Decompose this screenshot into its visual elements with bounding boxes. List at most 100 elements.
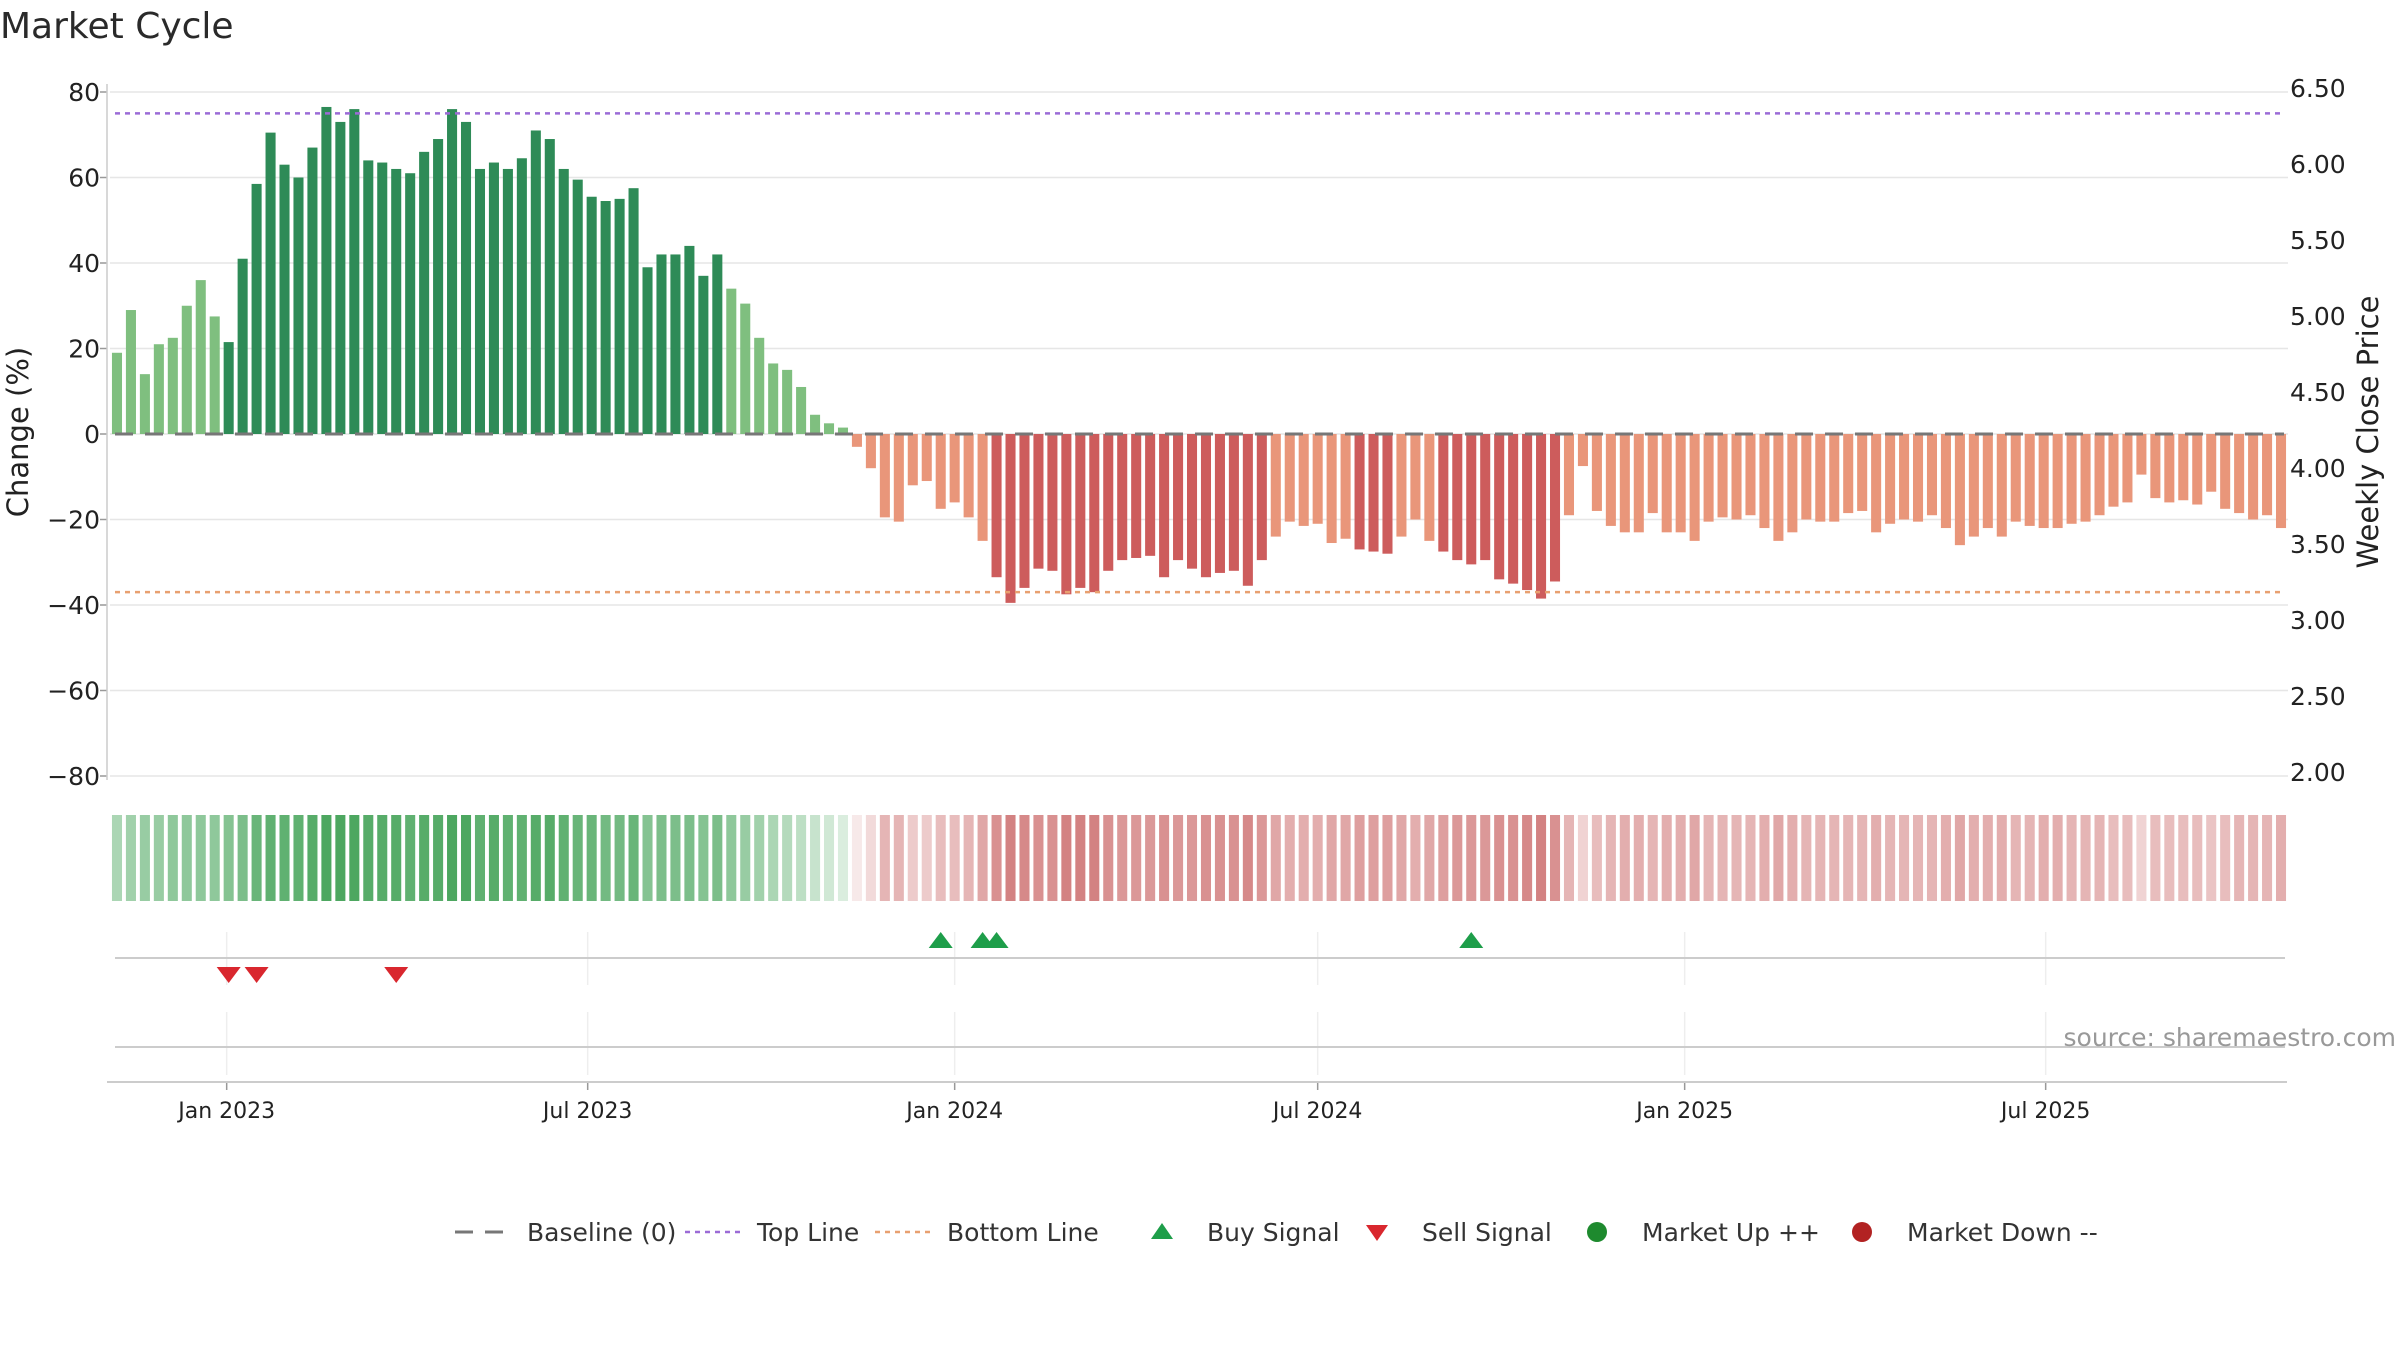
change-bar: [1591, 434, 1602, 511]
strength-cell: [726, 815, 737, 901]
change-bar: [1633, 434, 1644, 533]
strength-cell: [1270, 815, 1281, 901]
strength-cell: [153, 815, 164, 901]
strength-cell: [544, 815, 555, 901]
strength-cell: [684, 815, 695, 901]
change-bar: [1117, 434, 1128, 561]
change-bar: [782, 369, 793, 434]
strength-cell: [1103, 815, 1114, 901]
change-bar: [1284, 434, 1295, 522]
strength-cell: [293, 815, 304, 901]
change-bar: [1954, 434, 1965, 546]
strength-cell: [167, 815, 178, 901]
change-bar: [2024, 434, 2035, 526]
change-bar: [740, 303, 751, 434]
change-bar: [1926, 434, 1938, 516]
y-right-tick-label: 3.00: [2290, 606, 2346, 635]
strength-cell: [1689, 815, 1700, 901]
change-bar: [307, 147, 318, 434]
sell-signal-marker: [244, 967, 269, 983]
strength-cell: [1396, 815, 1407, 901]
change-bar: [1577, 434, 1588, 467]
strength-cell: [1256, 815, 1267, 901]
strength-cell: [1829, 815, 1840, 901]
change-bar: [2178, 434, 2189, 501]
change-bar: [1968, 434, 1979, 537]
x-tick-label: Jan 2023: [176, 1099, 275, 1124]
strength-cell: [349, 815, 360, 901]
change-bar: [1871, 434, 1882, 533]
strength-cell: [1843, 815, 1854, 901]
y-right-tick-label: 4.00: [2290, 454, 2346, 483]
strength-cell: [1326, 815, 1337, 901]
change-bar: [1801, 434, 1812, 520]
strength-cell: [2206, 815, 2217, 901]
strength-cell: [2220, 815, 2231, 901]
change-bar: [2052, 434, 2063, 529]
buy-signal-marker: [984, 932, 1009, 948]
change-bar: [1940, 434, 1951, 529]
strength-cell: [2024, 815, 2035, 901]
change-bar: [2108, 434, 2119, 507]
strength-cell: [991, 815, 1002, 901]
x-tick-labels: Jan 2023 Jul 2023 Jan 2024 Jul 2024 Jan 2025…: [176, 1099, 2090, 1124]
strength-cell: [586, 815, 597, 901]
strength-cell: [1899, 815, 1910, 901]
strength-cell: [1661, 815, 1672, 901]
change-bar: [293, 177, 304, 434]
change-bar: [851, 434, 862, 447]
y-left-tick-label: 40: [68, 249, 100, 278]
change-bar: [391, 168, 402, 434]
change-bar: [544, 139, 555, 434]
change-bar: [377, 162, 388, 434]
change-bar: [488, 162, 499, 434]
strength-cell: [237, 815, 248, 901]
strength-cell: [1312, 815, 1323, 901]
strength-cell: [1340, 815, 1351, 901]
change-bar: [1508, 434, 1519, 584]
strength-cell: [2136, 815, 2147, 901]
change-bar: [712, 254, 723, 434]
strength-cell: [977, 815, 988, 901]
strength-cell: [2052, 815, 2063, 901]
change-bar: [2136, 434, 2147, 475]
strength-cell: [851, 815, 862, 901]
change-bar: [530, 130, 541, 434]
strength-cell: [949, 815, 960, 901]
strength-cell: [1284, 815, 1295, 901]
change-bar: [907, 434, 918, 486]
change-bar: [1145, 434, 1156, 556]
change-bar: [1214, 434, 1225, 573]
strength-cell: [377, 815, 388, 901]
strength-cell: [1759, 815, 1770, 901]
change-bar: [2275, 434, 2287, 529]
strength-cell: [1703, 815, 1714, 901]
change-bar: [2262, 434, 2273, 516]
strength-cell: [2164, 815, 2175, 901]
change-bar: [251, 183, 262, 434]
legend-item: Market Down --: [1852, 1218, 2098, 1247]
strength-cell: [460, 815, 472, 901]
strength-cell: [1089, 815, 1100, 901]
strength-cell: [2178, 815, 2189, 901]
strength-cell: [1424, 815, 1435, 901]
change-bar: [1075, 434, 1086, 588]
legend-item: Top Line: [685, 1218, 859, 1247]
change-bar: [837, 427, 849, 434]
strength-cell: [419, 815, 430, 901]
change-bar: [796, 386, 807, 434]
y-left-tick-label: −20: [47, 506, 100, 535]
y-left-tick-label: 60: [68, 164, 100, 193]
strength-cell: [1410, 815, 1421, 901]
change-bar: [1661, 434, 1672, 533]
change-bar: [2164, 434, 2175, 503]
change-bar: [2192, 434, 2203, 505]
change-bar: [516, 158, 527, 434]
legend-label: Bottom Line: [947, 1218, 1099, 1247]
strength-cell: [1982, 815, 1993, 901]
y-right-tick-label: 2.00: [2290, 758, 2346, 787]
strength-cell: [1522, 815, 1533, 901]
strength-cell: [2122, 815, 2133, 901]
change-bar: [1061, 434, 1072, 595]
